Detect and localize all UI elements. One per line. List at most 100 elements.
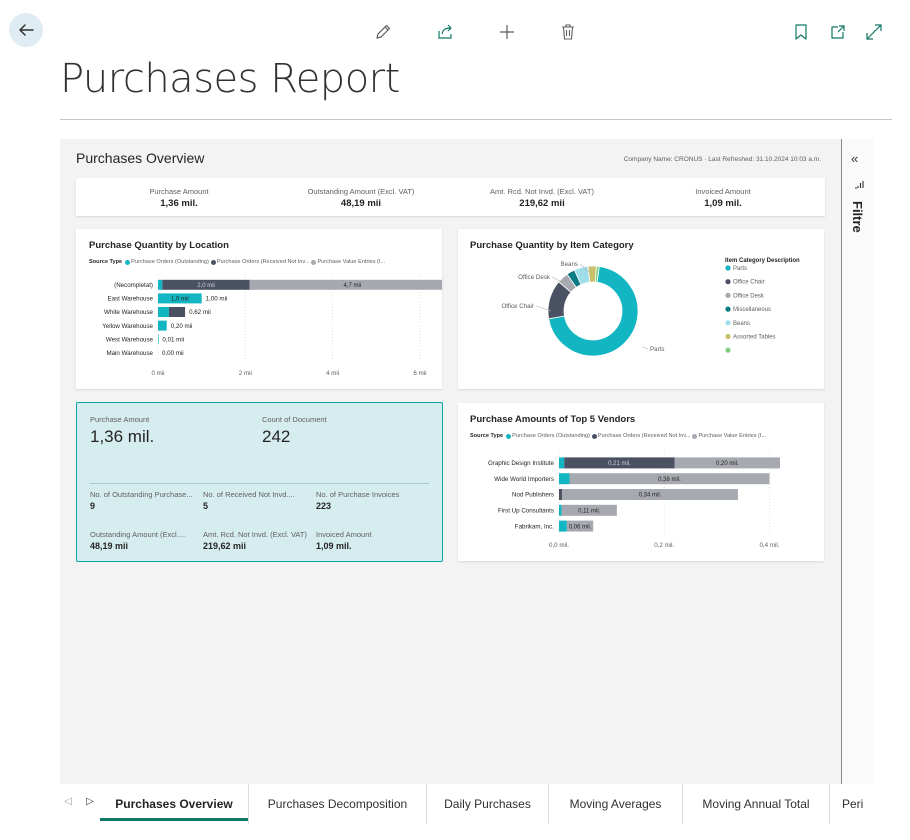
purchase-summary-card[interactable]: Purchase Amount 1,36 mil. Count of Docum…	[76, 402, 443, 562]
donut-slice	[594, 265, 600, 283]
legend-item: Miscellaneous	[733, 307, 771, 313]
kpi-strip[interactable]: Purchase Amount 1,36 mil. Outstanding Am…	[76, 178, 825, 216]
legend-item: Purchase Value Entries (I...	[317, 259, 386, 265]
legend-item: Office Desk	[733, 293, 765, 299]
kpi-outstanding-amount: Outstanding Amount (Excl. VAT) 48,19 mii	[291, 187, 431, 209]
bookmark-button[interactable]	[789, 20, 813, 44]
filter-pane[interactable]: « Filtre	[841, 139, 874, 784]
delete-button[interactable]	[556, 20, 580, 44]
back-button[interactable]	[9, 13, 43, 47]
legend-marker	[725, 347, 731, 353]
bar-total-label: 1,00 mii	[206, 296, 228, 303]
tab-daily-purchases[interactable]: Daily Purchases	[427, 784, 549, 824]
expand-icon	[866, 24, 882, 40]
double-chevron-left-icon[interactable]: «	[851, 151, 859, 166]
category-label: East Warehouse	[107, 296, 153, 303]
category-label: Wide World Importers	[494, 476, 554, 483]
summary-label: Outstanding Amount (Excl....	[90, 530, 186, 539]
bar-data-label: 0,20 mil.	[716, 461, 739, 467]
kpi-value: 219,62 mii	[519, 198, 565, 209]
category-label: (Necompletat)	[114, 282, 153, 289]
legend-item: Office Chair	[733, 280, 765, 286]
summary-label: No. of Outstanding Purchase...	[90, 490, 193, 499]
kpi-label: Amt. Rcd. Not Invd. (Excl. VAT)	[490, 187, 594, 196]
bar-segment	[559, 520, 567, 532]
category-label: West Warehouse	[106, 336, 154, 343]
bar-total-label: 0,62 mii	[189, 309, 211, 316]
expand-button[interactable]	[862, 20, 886, 44]
legend-item: Purchase Orders (Outstanding)	[512, 433, 590, 439]
bar-segment	[564, 457, 675, 469]
category-label: First Up Consultants	[498, 508, 554, 515]
kpi-label: Purchase Amount	[149, 187, 209, 196]
filters-label[interactable]: Filtre	[850, 201, 865, 233]
legend-title: Source Type	[470, 433, 504, 439]
x-tick-label: 0,2 mil.	[654, 542, 674, 549]
bar-data-label: 4,7 mii	[343, 283, 361, 289]
back-arrow-icon	[19, 24, 34, 36]
callout-line	[535, 305, 552, 312]
summary-value: 9	[90, 501, 96, 511]
bar-data-label: 0,21 mil.	[608, 461, 631, 467]
callout-line	[551, 276, 568, 286]
summary-label: No. of Purchase Invoices	[316, 490, 400, 499]
bar-segment	[674, 457, 780, 469]
bar-data-label: 0,06 mil.	[569, 524, 592, 530]
summary-label: Count of Document	[262, 415, 327, 424]
filter-funnel-icon	[855, 181, 864, 189]
x-tick-label: 0 mii	[151, 370, 164, 377]
open-new-window-button[interactable]	[826, 20, 850, 44]
callout-line	[641, 346, 649, 350]
category-chart-card[interactable]: Purchase Quantity by Item Category Beans…	[458, 229, 824, 389]
tab-purchases-overview[interactable]: Purchases Overview	[100, 784, 249, 824]
location-chart-card[interactable]: Purchase Quantity by Location Source Typ…	[76, 229, 442, 389]
kpi-purchase-amount: Purchase Amount 1,36 mil.	[129, 187, 229, 209]
new-button[interactable]	[495, 20, 519, 44]
vendors-chart-title: Purchase Amounts of Top 5 Vendors	[470, 414, 636, 425]
legend-marker	[725, 279, 731, 285]
bar-segment	[562, 489, 738, 500]
donut-slice	[548, 265, 639, 357]
bar-data-label: 0,38 mil.	[658, 477, 681, 483]
slice-label: Parts	[650, 346, 664, 353]
tab-periods[interactable]: Peri	[842, 797, 864, 811]
edit-button[interactable]	[371, 20, 395, 44]
x-tick-label: 0,4 mil.	[759, 542, 779, 549]
category-label: Main Warehouse	[106, 350, 153, 357]
vendors-chart-card[interactable]: Purchase Amounts of Top 5 Vendors Source…	[458, 403, 824, 561]
bar-total-label: 0,01 mii	[162, 336, 184, 343]
kpi-amt-rcd-not-invd: Amt. Rcd. Not Invd. (Excl. VAT) 219,62 m…	[472, 187, 612, 209]
summary-value: 1,09 mil.	[316, 541, 352, 551]
category-label: Nod Publishers	[512, 492, 554, 499]
bar-data-label: 2,0 mii	[197, 283, 215, 289]
report-page-tabs: ◁ ▷ Purchases Overview Purchases Decompo…	[60, 784, 874, 824]
category-label: White Warehouse	[104, 309, 154, 316]
summary-value: 48,19 mii	[90, 541, 129, 551]
tab-moving-averages[interactable]: Moving Averages	[549, 784, 683, 824]
legend-item: Beans	[733, 321, 750, 327]
x-tick-label: 0,0 mil.	[549, 542, 569, 549]
category-label: Graphic Design Institute	[488, 460, 555, 467]
bar-segment	[249, 279, 442, 290]
bar-data-label: 0,11 mil.	[578, 509, 601, 515]
legend-marker	[725, 292, 731, 298]
legend-title: Item Category Description	[725, 258, 800, 264]
page-title: Purchases Report	[60, 56, 400, 102]
bar-segment	[158, 307, 169, 317]
summary-divider	[90, 483, 429, 484]
share-button[interactable]	[433, 20, 457, 44]
slice-label: Beans	[560, 261, 578, 268]
report-title: Purchases Overview	[76, 150, 205, 166]
tab-purchases-decomposition[interactable]: Purchases Decomposition	[249, 784, 427, 824]
callout-line	[579, 263, 590, 273]
legend-title: Source Type	[89, 259, 123, 265]
trash-icon	[562, 24, 574, 40]
category-chart-title: Purchase Quantity by Item Category	[470, 240, 634, 251]
bar-segment	[559, 457, 565, 469]
tab-scroll-right-icon[interactable]: ▷	[86, 796, 94, 807]
tab-moving-annual-total[interactable]: Moving Annual Total	[683, 784, 830, 824]
summary-label: No. of Received Not Invd....	[203, 490, 295, 499]
summary-label: Amt. Rcd. Not Invd. (Excl. VAT)	[203, 530, 307, 539]
tab-scroll-left-icon[interactable]: ◁	[64, 796, 72, 807]
kpi-value: 1,36 mil.	[160, 198, 198, 209]
